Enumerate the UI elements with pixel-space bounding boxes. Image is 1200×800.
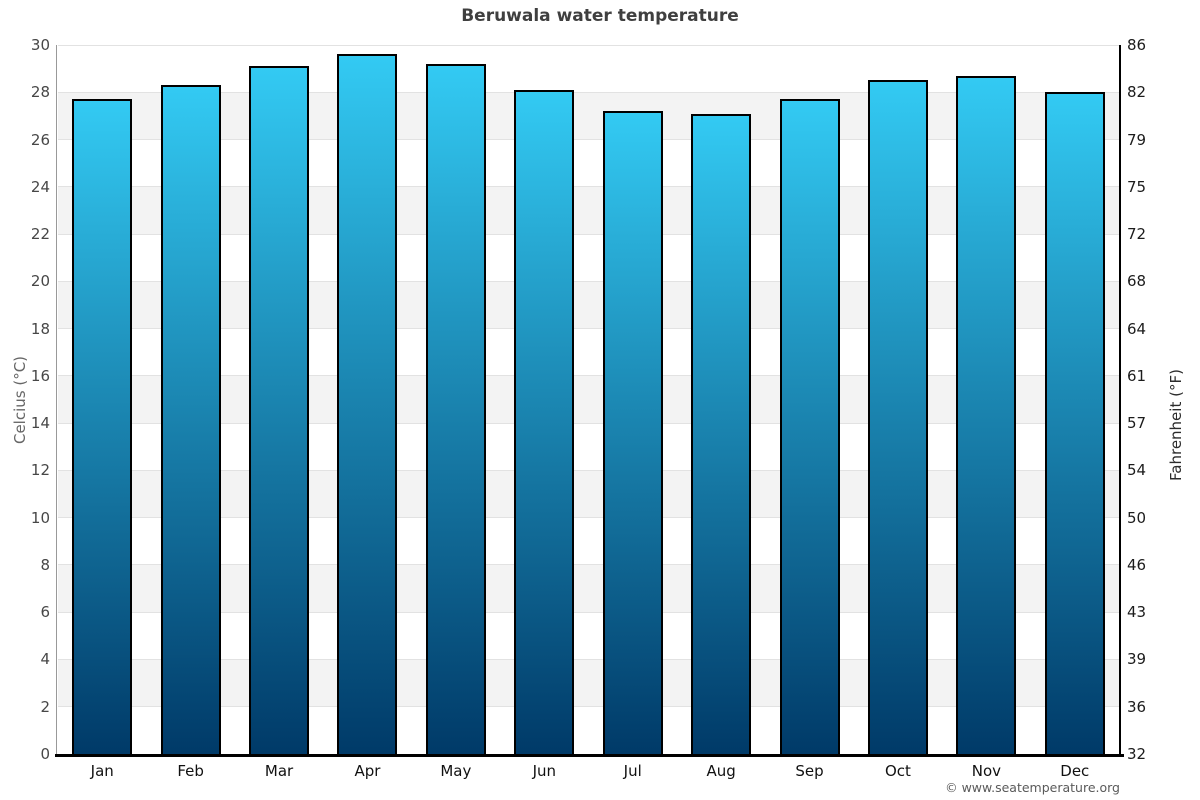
bar-sep[interactable] bbox=[779, 99, 840, 754]
plot-band bbox=[58, 659, 1119, 707]
ytick-celsius-8: 8 bbox=[40, 555, 50, 574]
x-axis-line bbox=[55, 754, 1124, 757]
plot-band bbox=[58, 470, 1119, 518]
xtick-mar: Mar bbox=[264, 762, 294, 780]
ytick-celsius-26: 26 bbox=[30, 130, 50, 149]
ytick-fahrenheit-32: 32 bbox=[1127, 745, 1147, 763]
plot-band bbox=[58, 375, 1119, 424]
bar-feb[interactable] bbox=[160, 85, 221, 754]
ytick-celsius-28: 28 bbox=[30, 83, 50, 102]
gridline-26c bbox=[58, 139, 1119, 141]
ytick-fahrenheit-50: 50 bbox=[1127, 508, 1147, 527]
ytick-celsius-20: 20 bbox=[30, 272, 50, 291]
gridline-12c bbox=[58, 469, 1119, 471]
xtick-jan: Jan bbox=[90, 762, 114, 780]
xtick-dec: Dec bbox=[1060, 762, 1090, 780]
bar-oct[interactable] bbox=[867, 80, 928, 754]
y-axis-line-left bbox=[56, 45, 57, 754]
ytick-fahrenheit-43: 43 bbox=[1127, 603, 1147, 622]
gridline-16c bbox=[58, 375, 1119, 377]
ytick-fahrenheit-39: 39 bbox=[1127, 650, 1147, 669]
ytick-celsius-30: 30 bbox=[30, 36, 50, 54]
ytick-fahrenheit-36: 36 bbox=[1127, 697, 1147, 716]
ytick-celsius-2: 2 bbox=[40, 697, 50, 716]
ytick-fahrenheit-79: 79 bbox=[1127, 130, 1147, 149]
gridline-10c bbox=[58, 517, 1119, 519]
ytick-fahrenheit-82: 82 bbox=[1127, 83, 1147, 102]
xtick-sep: Sep bbox=[795, 762, 824, 780]
ytick-celsius-12: 12 bbox=[30, 461, 50, 480]
xtick-jul: Jul bbox=[623, 762, 642, 780]
ytick-fahrenheit-86: 86 bbox=[1127, 36, 1147, 54]
ytick-celsius-0: 0 bbox=[40, 745, 50, 763]
xtick-jun: Jun bbox=[532, 762, 556, 780]
gridline-6c bbox=[58, 611, 1119, 613]
gridline-22c bbox=[58, 233, 1119, 235]
ytick-fahrenheit-61: 61 bbox=[1127, 366, 1147, 385]
ytick-celsius-10: 10 bbox=[30, 508, 50, 527]
bar-mar[interactable] bbox=[249, 66, 310, 754]
bar-may[interactable] bbox=[425, 63, 486, 754]
ytick-celsius-24: 24 bbox=[30, 177, 50, 196]
gridline-30c bbox=[58, 44, 1119, 46]
ytick-celsius-22: 22 bbox=[30, 225, 50, 244]
ytick-fahrenheit-64: 64 bbox=[1127, 319, 1147, 338]
xtick-nov: Nov bbox=[971, 762, 1002, 780]
gridline-28c bbox=[58, 91, 1119, 93]
ytick-fahrenheit-57: 57 bbox=[1127, 414, 1147, 433]
bar-apr[interactable] bbox=[337, 54, 398, 754]
ytick-celsius-18: 18 bbox=[30, 319, 50, 338]
gridline-14c bbox=[58, 422, 1119, 424]
chart-title: Beruwala water temperature bbox=[461, 6, 739, 26]
bar-jul[interactable] bbox=[602, 111, 663, 754]
plot-band bbox=[58, 186, 1119, 235]
ytick-celsius-14: 14 bbox=[30, 414, 50, 433]
ytick-celsius-16: 16 bbox=[30, 366, 50, 385]
ytick-celsius-6: 6 bbox=[40, 603, 50, 622]
ytick-fahrenheit-72: 72 bbox=[1127, 225, 1147, 244]
plot-band bbox=[58, 564, 1119, 613]
gridline-18c bbox=[58, 328, 1119, 330]
ytick-fahrenheit-46: 46 bbox=[1127, 555, 1147, 574]
gridline-8c bbox=[58, 564, 1119, 566]
bar-dec[interactable] bbox=[1044, 92, 1105, 754]
bar-jan[interactable] bbox=[72, 99, 133, 754]
ytick-fahrenheit-68: 68 bbox=[1127, 272, 1147, 291]
gridline-24c bbox=[58, 186, 1119, 188]
copyright: © www.seatemperature.org bbox=[945, 780, 1120, 795]
xtick-aug: Aug bbox=[706, 762, 736, 780]
gridline-4c bbox=[58, 658, 1119, 660]
ytick-fahrenheit-75: 75 bbox=[1127, 177, 1147, 196]
xtick-apr: Apr bbox=[354, 762, 381, 780]
ytick-celsius-4: 4 bbox=[40, 650, 50, 669]
xtick-may: May bbox=[440, 762, 472, 780]
xtick-oct: Oct bbox=[884, 762, 911, 780]
gridline-20c bbox=[58, 280, 1119, 282]
gridline-2c bbox=[58, 706, 1119, 708]
xtick-feb: Feb bbox=[177, 762, 204, 780]
plot-band bbox=[58, 281, 1119, 329]
plot-band bbox=[58, 92, 1119, 140]
bar-aug[interactable] bbox=[691, 113, 752, 754]
bar-nov[interactable] bbox=[956, 75, 1017, 754]
ytick-fahrenheit-54: 54 bbox=[1127, 461, 1147, 480]
y-axis-line-right bbox=[1119, 45, 1121, 754]
bar-jun[interactable] bbox=[514, 89, 575, 754]
